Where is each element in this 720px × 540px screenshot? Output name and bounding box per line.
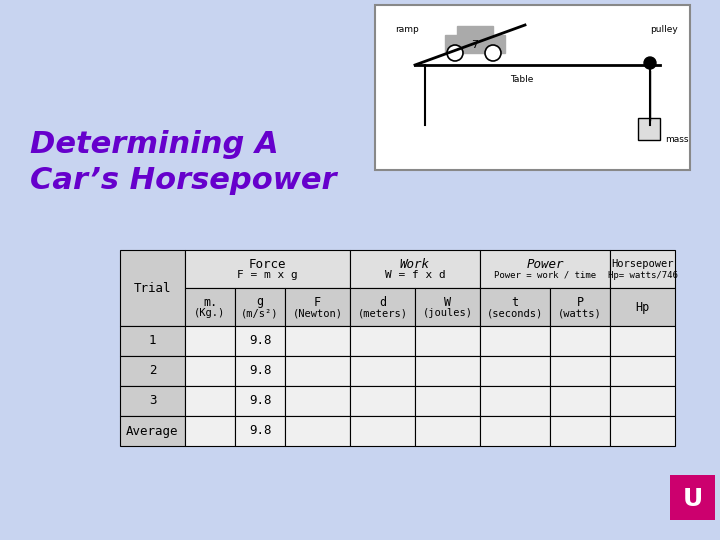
Text: pulley: pulley (650, 25, 678, 34)
Text: 9.8: 9.8 (248, 364, 271, 377)
Bar (550, 386, 610, 416)
Bar (480, 416, 550, 446)
Text: F: F (314, 295, 321, 308)
Text: Table: Table (510, 75, 534, 84)
Bar (610, 288, 675, 326)
Bar (285, 356, 350, 386)
Bar (480, 326, 550, 356)
Text: Force: Force (248, 258, 287, 271)
Bar (415, 326, 480, 356)
Bar (185, 288, 235, 326)
Text: mass: mass (665, 135, 688, 144)
Bar (350, 386, 415, 416)
Bar (445, 35, 505, 53)
Bar (185, 250, 350, 288)
Bar (235, 416, 285, 446)
Bar (235, 356, 285, 386)
Bar (610, 386, 675, 416)
Bar (415, 416, 480, 446)
Bar (480, 386, 550, 416)
Bar (185, 326, 235, 356)
Text: Power: Power (526, 258, 564, 271)
Text: 9.8: 9.8 (248, 395, 271, 408)
Bar (120, 416, 185, 446)
FancyBboxPatch shape (375, 5, 690, 170)
Text: Hp= watts/746: Hp= watts/746 (608, 271, 678, 280)
Bar (350, 326, 415, 356)
Text: Average: Average (126, 424, 179, 437)
Text: Determining A
Car’s Horsepower: Determining A Car’s Horsepower (30, 130, 336, 195)
Circle shape (447, 45, 463, 61)
Bar (350, 288, 415, 326)
Text: 9.8: 9.8 (248, 424, 271, 437)
Circle shape (485, 45, 501, 61)
Text: t: t (511, 295, 518, 308)
Bar (350, 250, 480, 288)
Text: 2: 2 (149, 364, 156, 377)
Bar (185, 386, 235, 416)
Text: (watts): (watts) (558, 308, 602, 318)
Text: W: W (444, 295, 451, 308)
Text: m.: m. (203, 295, 217, 308)
Text: Horsepower: Horsepower (611, 259, 674, 269)
Bar (185, 416, 235, 446)
Text: 3: 3 (149, 395, 156, 408)
Text: (joules): (joules) (423, 308, 472, 318)
Bar (550, 326, 610, 356)
Bar (610, 326, 675, 356)
Bar (610, 356, 675, 386)
Text: 7: 7 (472, 40, 479, 50)
Bar (610, 250, 675, 288)
FancyBboxPatch shape (638, 118, 660, 140)
Bar (120, 326, 185, 356)
Text: g: g (256, 295, 264, 308)
Bar (185, 356, 235, 386)
Bar (550, 356, 610, 386)
Text: U: U (683, 488, 703, 511)
Text: ramp: ramp (395, 25, 419, 34)
Bar (480, 250, 610, 288)
Bar (235, 288, 285, 326)
Text: 9.8: 9.8 (248, 334, 271, 348)
Text: (m/s²): (m/s²) (241, 308, 279, 318)
Bar (350, 356, 415, 386)
Text: (meters): (meters) (358, 308, 408, 318)
Bar (285, 386, 350, 416)
Text: d: d (379, 295, 386, 308)
Bar (457, 26, 493, 38)
Text: (Newton): (Newton) (292, 308, 343, 318)
Bar (235, 386, 285, 416)
Text: (seconds): (seconds) (487, 308, 543, 318)
Text: Power = work / time: Power = work / time (494, 271, 596, 280)
Bar (120, 356, 185, 386)
Bar (415, 386, 480, 416)
Bar (415, 356, 480, 386)
Bar (120, 386, 185, 416)
Text: P: P (577, 295, 584, 308)
Bar (415, 288, 480, 326)
Bar (550, 416, 610, 446)
Bar (350, 416, 415, 446)
Circle shape (644, 57, 656, 69)
Bar (285, 326, 350, 356)
Text: F = m x g: F = m x g (237, 270, 298, 280)
Text: Work: Work (400, 258, 430, 271)
Bar (235, 326, 285, 356)
Bar (480, 356, 550, 386)
Text: Hp: Hp (635, 300, 649, 314)
Bar (480, 288, 550, 326)
Text: (Kg.): (Kg.) (194, 308, 225, 318)
Text: Trial: Trial (134, 281, 171, 294)
Bar (120, 250, 185, 326)
Bar (550, 288, 610, 326)
Text: 1: 1 (149, 334, 156, 348)
Bar (285, 288, 350, 326)
Bar (610, 416, 675, 446)
Bar (670, 475, 715, 520)
Text: W = f x d: W = f x d (384, 270, 446, 280)
Bar (285, 416, 350, 446)
